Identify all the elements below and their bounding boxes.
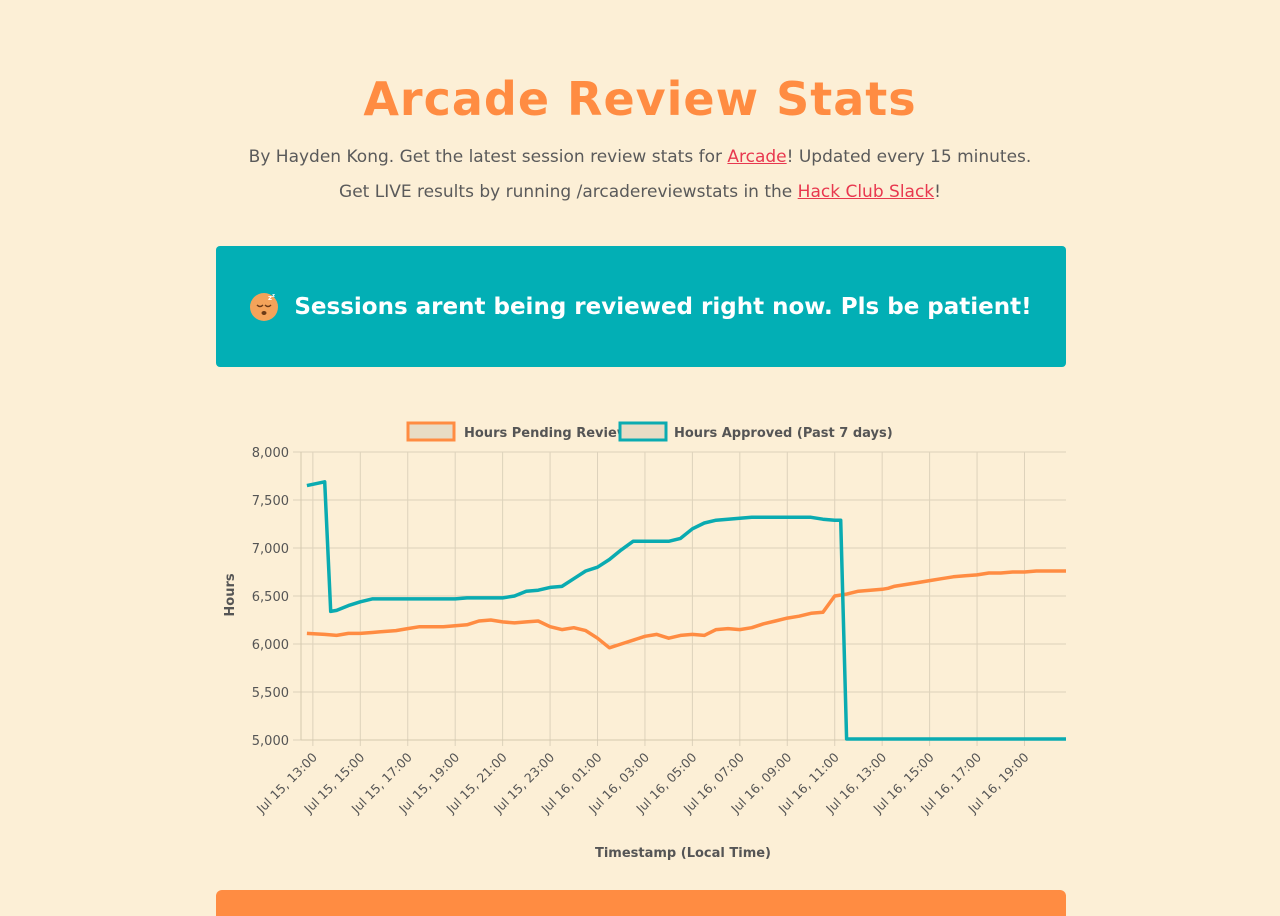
y-tick-label: 7,000 (252, 542, 289, 557)
y-tick-label: 8,000 (252, 446, 289, 461)
chart-legend: Hours Pending Review Hours Approved (Past… (406, 421, 893, 442)
page-title: Arcade Review Stats (363, 72, 917, 126)
series-line-hours-approved (306, 480, 1066, 741)
svg-text:z: z (268, 294, 272, 302)
hours-chart-svg: Hours Pending Review Hours Approved (Past… (223, 421, 1066, 861)
intro-text-part3: ! (934, 182, 941, 202)
y-tick-label: 7,500 (252, 494, 289, 509)
status-banner-text: Sessions arent being reviewed right now.… (294, 293, 1032, 320)
y-tick-label: 5,000 (252, 734, 289, 749)
legend-swatch[interactable] (406, 421, 456, 442)
y-axis-label: Hours (223, 573, 238, 616)
legend-label[interactable]: Hours Approved (Past 7 days) (674, 426, 893, 441)
intro-text-part1: By Hayden Kong. Get the latest session r… (248, 147, 728, 167)
y-axis-ticks: 8,000 7,500 7,000 6,500 6,000 5,500 5,000 (252, 446, 289, 749)
next-section-bar (216, 890, 1066, 916)
y-tick-label: 6,500 (252, 590, 289, 605)
status-banner: z z Sessions arent being reviewed right … (216, 246, 1066, 367)
sleeping-face-icon: z z (250, 292, 279, 321)
legend-swatch[interactable] (618, 421, 668, 442)
series-line-hours-pending (306, 569, 1066, 650)
legend-label[interactable]: Hours Pending Review (464, 426, 629, 441)
y-tick-label: 6,000 (252, 638, 289, 653)
intro-text-part2: ! Updated every 15 minutes. Get LIVE res… (339, 147, 1032, 202)
hack-club-slack-link[interactable]: Hack Club Slack (797, 182, 935, 202)
y-tick-label: 5,500 (252, 686, 289, 701)
svg-text:z: z (272, 293, 275, 299)
x-axis-label: Timestamp (Local Time) (595, 846, 771, 861)
hours-chart: Hours Pending Review Hours Approved (Past… (216, 410, 1080, 870)
arcade-link[interactable]: Arcade (727, 147, 787, 167)
intro-text: By Hayden Kong. Get the latest session r… (240, 140, 1040, 210)
chart-lines (306, 480, 1066, 741)
